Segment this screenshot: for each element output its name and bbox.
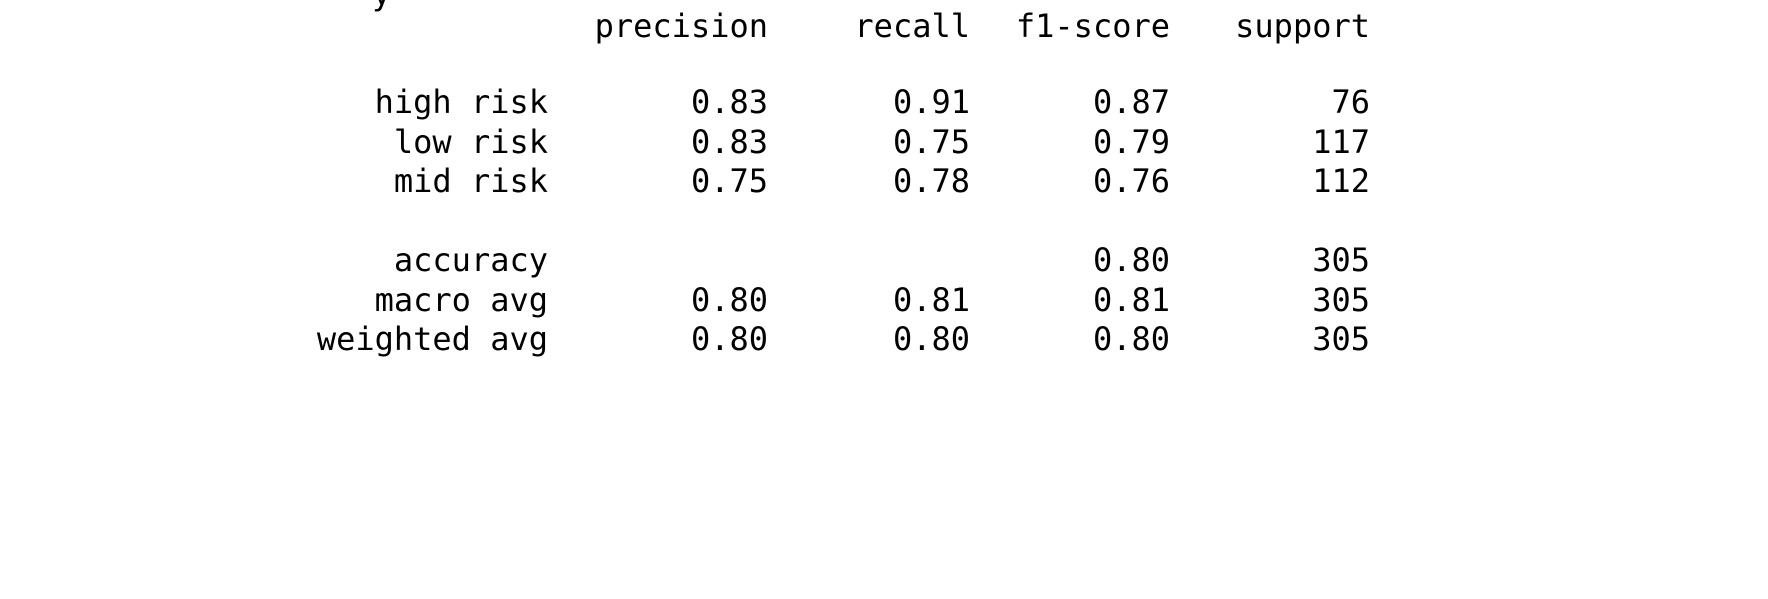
column-header-recall: recall [854,7,970,45]
column-header-support: support [1235,7,1370,45]
header-row: precision recall f1-score support [0,6,1768,46]
row-label: mid risk [393,162,548,200]
f1-score-value: 0.87 [1092,83,1170,121]
precision-value: 0.80 [690,281,768,319]
row-label: low risk [393,123,548,161]
classification-report: y precision recall f1-score support high… [0,0,1768,359]
recall-value: 0.75 [892,123,970,161]
support-value: 112 [1312,162,1370,200]
recall-value: 0.81 [892,281,970,319]
f1-score-value: 0.81 [1092,281,1170,319]
support-value: 305 [1312,320,1370,358]
f1-score-value: 0.79 [1092,123,1170,161]
support-value: 305 [1312,241,1370,279]
column-header-precision: precision [594,7,768,45]
row-label: accuracy [393,241,548,279]
row-label: weighted avg [316,320,548,358]
summary-row-macro-avg: macro avg 0.80 0.81 0.81 305 [0,280,1768,320]
row-label: macro avg [374,281,548,319]
table-row: low risk 0.83 0.75 0.79 117 [0,122,1768,162]
recall-value: 0.80 [892,320,970,358]
precision-value: 0.83 [690,123,768,161]
support-value: 305 [1312,281,1370,319]
recall-value: 0.91 [892,83,970,121]
clipped-previous-line: y [372,0,391,10]
f1-score-value: 0.80 [1092,320,1170,358]
precision-value: 0.75 [690,162,768,200]
table-row: high risk 0.83 0.91 0.87 76 [0,82,1768,122]
precision-value: 0.83 [690,83,768,121]
f1-score-value: 0.80 [1092,241,1170,279]
f1-score-value: 0.76 [1092,162,1170,200]
support-value: 76 [1331,83,1370,121]
precision-value: 0.80 [690,320,768,358]
recall-value: 0.78 [892,162,970,200]
row-label: high risk [374,83,548,121]
summary-row-accuracy: accuracy 0.80 305 [0,240,1768,280]
summary-row-weighted-avg: weighted avg 0.80 0.80 0.80 305 [0,319,1768,359]
column-header-f1-score: f1-score [1015,7,1170,45]
support-value: 117 [1312,123,1370,161]
table-row: mid risk 0.75 0.78 0.76 112 [0,161,1768,201]
